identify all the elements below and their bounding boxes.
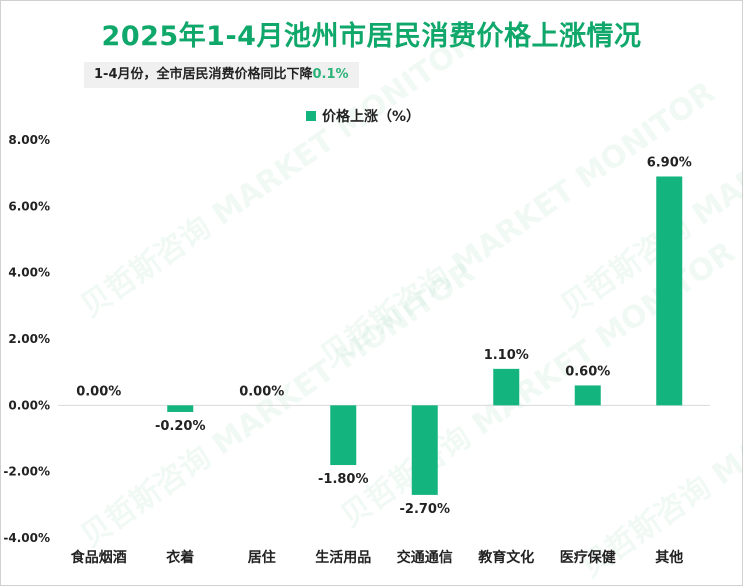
x-tick-label: 交通通信 — [397, 549, 453, 566]
data-label: 6.90% — [647, 155, 692, 170]
data-label: 0.00% — [239, 384, 284, 399]
subtitle-highlight: 0.1% — [312, 67, 349, 82]
bar — [330, 405, 357, 466]
data-label: -2.70% — [400, 502, 451, 517]
subtitle-text: 1-4月份，全市居民消费价格同比下降 — [94, 67, 313, 82]
x-tick-label: 衣着 — [166, 549, 194, 566]
x-tick-label: 食品烟酒 — [71, 549, 127, 566]
data-label: 0.00% — [76, 384, 121, 399]
y-tick-label: 2.00% — [8, 332, 50, 346]
data-label: -1.80% — [318, 472, 369, 487]
x-tick-label: 教育文化 — [478, 549, 534, 566]
x-tick-label: 医疗保健 — [560, 549, 616, 566]
y-tick-label: -4.00% — [3, 531, 50, 545]
y-tick-label: 4.00% — [8, 266, 50, 280]
data-label: 0.60% — [565, 364, 610, 379]
bar — [574, 385, 601, 406]
legend: 价格上涨（%） — [306, 106, 420, 126]
bar — [411, 405, 438, 495]
x-tick-label: 居住 — [248, 549, 276, 566]
legend-swatch — [306, 111, 316, 121]
y-tick-label: 6.00% — [8, 199, 50, 213]
chart-title: 2025年1-4月池州市居民消费价格上涨情况 — [101, 21, 642, 52]
subtitle-box: 1-4月份，全市居民消费价格同比下降0.1% — [84, 62, 359, 88]
bar — [167, 405, 194, 412]
y-tick-label: 0.00% — [8, 398, 50, 412]
bar — [493, 368, 520, 406]
y-tick-label: 8.00% — [8, 133, 50, 147]
x-tick-label: 其他 — [655, 549, 683, 566]
legend-label: 价格上涨（%） — [322, 109, 421, 125]
bar — [656, 176, 683, 406]
data-label: 1.10% — [484, 348, 529, 363]
data-label: -0.20% — [155, 419, 206, 434]
x-tick-label: 生活用品 — [315, 549, 371, 566]
y-tick-label: -2.00% — [3, 465, 50, 479]
